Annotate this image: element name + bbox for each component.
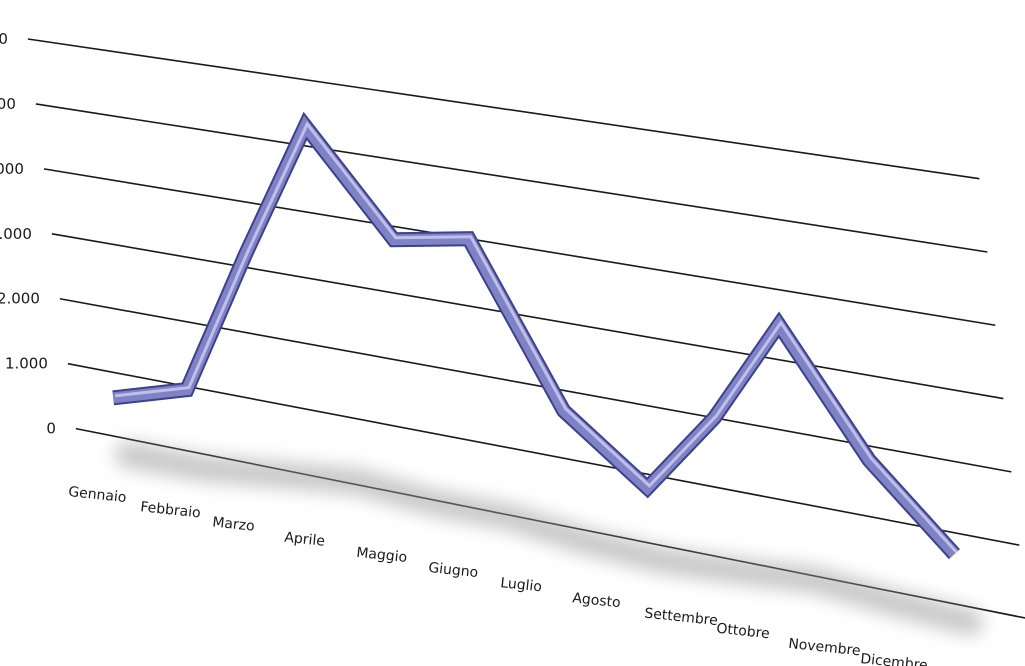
series-line-highlight: [115, 121, 958, 554]
x-category-label: Ottobre: [716, 621, 771, 643]
x-category-label: Aprile: [284, 530, 326, 550]
y-tick-label: 0: [46, 420, 56, 438]
y-tick-label: 2.000: [0, 290, 40, 308]
x-category-label: Giugno: [428, 560, 479, 581]
x-axis-category-labels: Gennaio Febbraio Marzo Aprile Maggio Giugno Lu…: [68, 484, 929, 666]
series-line-body: [112, 115, 959, 558]
series-shadow: [115, 441, 983, 636]
x-category-label: Marzo: [212, 514, 256, 534]
x-category-label: Gennaio: [68, 484, 128, 506]
y-axis-tick-labels: 0 1.000 2.000 3.000 4.000 5.000 6.000: [0, 30, 56, 438]
gridline-3: [51, 233, 1004, 400]
x-category-label: Settembre: [644, 606, 719, 630]
y-tick-label: 3.000: [0, 225, 32, 243]
x-category-label: Febbraio: [140, 499, 202, 521]
gridline-2: [59, 297, 1012, 473]
gridline-5: [35, 103, 988, 253]
gridline-6: [27, 38, 980, 180]
x-category-label: Dicembre: [860, 651, 929, 666]
series-line-edge: [112, 111, 960, 560]
line-shadow: [115, 441, 983, 636]
gridline-4: [43, 168, 996, 327]
gridline-1: [67, 362, 1020, 546]
x-category-label: Luglio: [500, 575, 543, 595]
series-line: [112, 111, 960, 560]
x-category-label: Maggio: [356, 545, 408, 566]
x-category-label: Agosto: [572, 590, 622, 611]
y-tick-label: 4.000: [0, 160, 24, 178]
y-tick-label: 6.000: [0, 30, 8, 48]
y-tick-label: 1.000: [5, 355, 48, 373]
x-category-label: Novembre: [788, 636, 862, 659]
y-tick-label: 5.000: [0, 95, 16, 113]
